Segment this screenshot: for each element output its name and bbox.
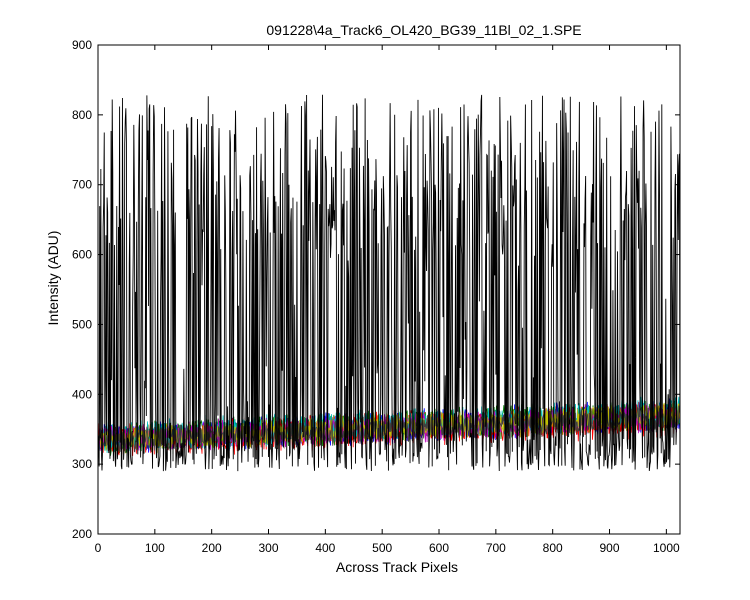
y-tick-label: 900 [72, 38, 92, 52]
y-tick-label: 700 [72, 178, 92, 192]
y-tick-label: 400 [72, 387, 92, 401]
x-tick-label: 600 [429, 541, 449, 555]
y-tick-label: 800 [72, 108, 92, 122]
y-axis: 200 300 400 500 600 700 800 900 [72, 38, 680, 541]
x-axis-label: Across Track Pixels [336, 559, 458, 575]
x-tick-label: 300 [258, 541, 278, 555]
series-line-black-spiky [98, 94, 681, 472]
x-tick-label: 500 [372, 541, 392, 555]
y-axis-label: Intensity (ADU) [45, 231, 61, 326]
x-tick-label: 900 [600, 541, 620, 555]
x-tick-label: 1000 [653, 541, 680, 555]
y-tick-label: 500 [72, 317, 92, 331]
x-tick-label: 700 [486, 541, 506, 555]
x-tick-label: 400 [315, 541, 335, 555]
x-tick-label: 800 [543, 541, 563, 555]
x-tick-label: 200 [202, 541, 222, 555]
x-axis: 0 100 200 300 400 500 600 700 800 900 1000 [95, 45, 680, 555]
y-tick-label: 300 [72, 457, 92, 471]
series-layer [98, 94, 681, 472]
plot-frame [97, 44, 681, 535]
y-tick-label: 600 [72, 248, 92, 262]
x-tick-label: 0 [95, 541, 102, 555]
chart-title: 091228\4a_Track6_OL420_BG39_11Bl_02_1.SP… [266, 22, 581, 38]
x-tick-label: 100 [145, 541, 165, 555]
y-tick-label: 200 [72, 527, 92, 541]
